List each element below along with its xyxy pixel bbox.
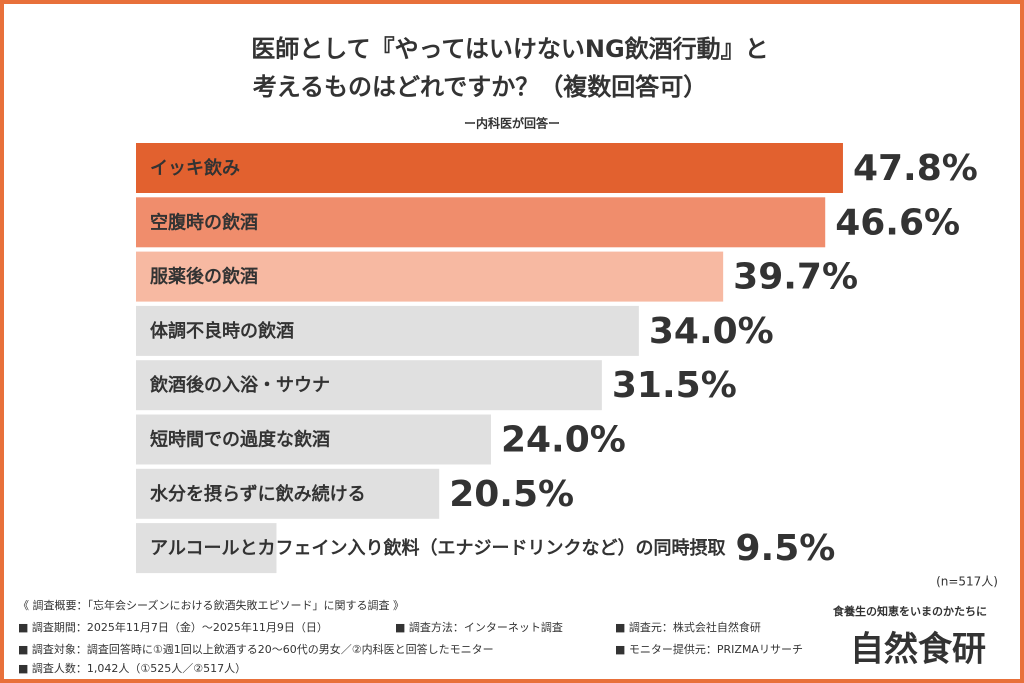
value-label: 34.0% xyxy=(649,311,774,352)
category-label: 服薬後の飲酒 xyxy=(150,266,258,288)
bar xyxy=(136,523,277,574)
logo-name: 自然食研 xyxy=(850,630,986,670)
bar xyxy=(136,468,440,519)
survey-item: ■ 調査対象：調査回答時に①週1回以上飲酒する20〜60代の男女／②内科医と回答… xyxy=(18,642,494,656)
value-label: 9.5% xyxy=(735,528,835,569)
value-label: 31.5% xyxy=(612,365,737,406)
category-label: 水分を摂らずに飲み続ける xyxy=(150,483,366,505)
category-label: アルコールとカフェイン入り飲料（エナジードリンクなど）の同時摂取 xyxy=(150,537,726,559)
bar xyxy=(136,360,602,411)
value-label: 39.7% xyxy=(733,257,858,298)
value-label: 47.8% xyxy=(853,148,978,189)
survey-item: ■ 調査元：株式会社自然食研 xyxy=(615,620,761,634)
category-label: 短時間での過度な飲酒 xyxy=(150,429,330,451)
survey-item: ■ モニター提供元：PRIZMAリサーチ xyxy=(615,642,803,656)
subtitle: ー内科医が回答ー xyxy=(464,116,560,131)
chart-title: 考えるものはどれですか？（複数回答可） xyxy=(253,73,708,101)
logo-tagline: 食養生の知恵をいまのかたちに xyxy=(833,604,987,618)
value-label: 46.6% xyxy=(835,202,960,243)
bar xyxy=(136,305,639,356)
survey-item: ■ 調査人数：1,042人（①525人／②517人） xyxy=(18,661,246,675)
category-label: 飲酒後の入浴・サウナ xyxy=(149,374,330,396)
bar xyxy=(136,197,826,248)
chart-title: 医師として『やってはいけないNG飲酒行動』と xyxy=(251,35,768,63)
value-label: 24.0% xyxy=(501,420,626,461)
note: (n=517人) xyxy=(936,575,998,589)
category-label: イッキ飲み xyxy=(150,157,240,179)
value-label: 20.5% xyxy=(449,474,574,515)
category-label: 空腹時の飲酒 xyxy=(150,211,258,233)
bar xyxy=(136,143,843,193)
bar xyxy=(136,414,491,465)
survey-heading: 《 調査概要：「忘年会シーズンにおける飲酒失敗エピソード」に関する調査 》 xyxy=(18,598,404,612)
survey-item: ■ 調査期間：2025年11月7日（金）〜2025年11月9日（日） xyxy=(18,620,328,634)
survey-item: ■ 調査方法：インターネット調査 xyxy=(395,620,563,634)
category-label: 体調不良時の飲酒 xyxy=(150,320,294,342)
bar xyxy=(136,251,724,302)
